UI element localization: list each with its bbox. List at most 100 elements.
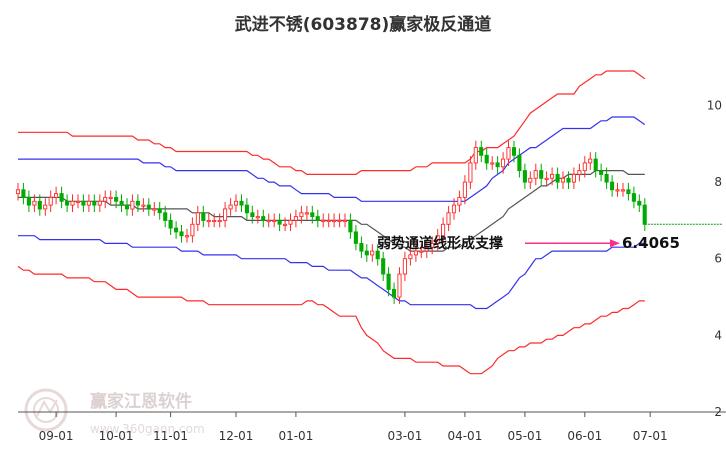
candle-body — [626, 189, 631, 195]
candle-body — [631, 193, 636, 202]
candle-body — [642, 204, 647, 225]
candle-body — [54, 193, 59, 198]
x-tick-label: 05-01 — [507, 429, 542, 443]
candle-body — [479, 147, 484, 156]
band-outer-lower — [17, 265, 645, 375]
candle-body — [359, 242, 364, 252]
candle-body — [528, 177, 533, 183]
y-tick-label: 10 — [707, 99, 722, 113]
x-tick-label: 11-01 — [153, 429, 188, 443]
candle-body — [261, 216, 266, 221]
candle-body — [353, 231, 358, 244]
candle-body — [277, 219, 282, 225]
candle-body — [511, 147, 517, 156]
candle-body — [92, 200, 97, 206]
x-tick-label: 03-01 — [387, 429, 422, 443]
candle-body — [637, 200, 642, 206]
annotation-text: 弱势通道线形成支撑 — [377, 235, 503, 252]
candle-body — [555, 173, 560, 183]
y-tick-label: 8 — [714, 175, 722, 189]
candle-body — [135, 200, 140, 206]
candle-body — [500, 158, 506, 168]
candle-body — [152, 208, 157, 211]
candle-body — [75, 200, 81, 203]
candle-body — [615, 189, 620, 192]
candle-body — [550, 173, 555, 179]
candle-body — [332, 219, 337, 223]
candle-body — [86, 200, 91, 206]
candle-body — [364, 250, 369, 256]
watermark-name: 赢家江恩软件 — [90, 391, 192, 412]
candle-body — [599, 170, 604, 175]
candle-body — [468, 162, 473, 183]
candle-body — [451, 204, 457, 214]
candle-body — [195, 212, 200, 225]
candle-body — [446, 212, 451, 225]
candle-body — [604, 173, 609, 183]
candle-body — [588, 158, 593, 164]
candle-body — [108, 196, 113, 200]
candle-body — [163, 212, 168, 221]
candle-body — [201, 212, 206, 221]
candle-body — [582, 162, 587, 172]
candle-body — [386, 273, 391, 290]
candle-body — [97, 200, 102, 206]
candle-body — [566, 177, 571, 183]
candle-body — [272, 219, 277, 223]
candle-body — [424, 246, 429, 252]
band-outer-upper — [18, 70, 646, 175]
candle-body — [495, 162, 500, 168]
candle-body — [130, 200, 135, 210]
chart-title: 武进不锈(603878)赢家极反通道 — [235, 14, 492, 35]
candle-body — [402, 258, 407, 275]
x-tick-label: 07-01 — [633, 429, 668, 443]
candle-body — [179, 231, 184, 237]
candle-body — [310, 212, 315, 218]
y-tick-label: 6 — [714, 252, 722, 266]
candle-body — [141, 204, 146, 207]
candle-body — [244, 204, 249, 214]
candle-body — [239, 200, 244, 206]
candle-body — [293, 216, 298, 221]
candle-body — [517, 154, 522, 172]
candle-body — [228, 204, 233, 210]
candlesticks — [15, 140, 647, 304]
candle-body — [146, 204, 151, 210]
candle-body — [26, 196, 31, 206]
candle-body — [21, 189, 26, 198]
candle-body — [174, 227, 179, 233]
band-inner-upper — [18, 116, 646, 202]
candle-body — [59, 193, 64, 202]
candle-body — [119, 200, 124, 206]
band-inner-lower — [18, 235, 645, 310]
candle-body — [533, 170, 538, 179]
y-tick-label: 4 — [714, 328, 722, 342]
candle-body — [124, 204, 130, 210]
candle-body — [522, 170, 527, 183]
band-middle — [18, 170, 645, 252]
candle-body — [506, 147, 511, 160]
candle-body — [381, 258, 386, 275]
candle-body — [413, 250, 418, 256]
candle-body — [299, 212, 304, 218]
candle-body — [212, 219, 217, 223]
candle-body — [539, 170, 544, 179]
candle-body — [157, 208, 162, 214]
candle-body — [321, 219, 326, 223]
candle-body — [620, 189, 626, 192]
candle-body — [217, 219, 222, 223]
candle-body — [32, 200, 37, 206]
candle-body — [430, 242, 435, 248]
channel-bands — [17, 70, 646, 375]
candle-body — [184, 235, 190, 238]
candle-body — [326, 219, 331, 223]
x-tick-label: 01-01 — [278, 429, 313, 443]
watermark-logo — [24, 388, 68, 432]
x-tick-label: 06-01 — [567, 429, 602, 443]
candle-body — [571, 173, 576, 183]
candle-body — [577, 170, 582, 175]
candle-body — [250, 212, 255, 218]
candle-body — [544, 177, 549, 180]
support-value: 6.4065 — [622, 234, 680, 252]
candle-body — [103, 196, 108, 202]
